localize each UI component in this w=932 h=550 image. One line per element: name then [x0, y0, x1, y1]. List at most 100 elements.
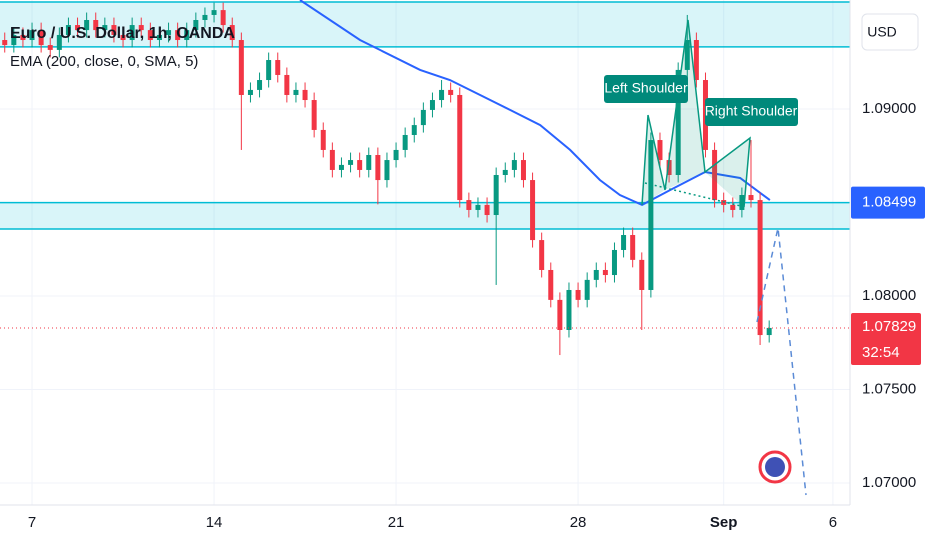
candle-body	[502, 169, 508, 176]
candle-body	[539, 240, 545, 270]
candle-body	[38, 30, 44, 46]
candle-body	[393, 149, 399, 161]
y-tick-label: 1.07500	[862, 380, 916, 397]
candle-body	[229, 25, 235, 41]
candle-body	[566, 289, 572, 330]
pattern-outline	[641, 19, 751, 208]
x-tick-label: 21	[388, 514, 405, 531]
candle-body	[266, 60, 272, 81]
candle-body	[257, 80, 263, 90]
candle-body	[666, 160, 672, 176]
candle-body	[420, 109, 426, 126]
candle-body	[238, 40, 244, 95]
currency: USD	[867, 24, 897, 40]
candle-body	[293, 89, 299, 95]
candle-body	[220, 10, 226, 26]
ema-layer	[299, 0, 771, 207]
candle-body	[621, 235, 627, 250]
chart-title: Euro / U.S. Dollar, 1h, OANDA	[10, 25, 235, 42]
candle-body	[757, 200, 763, 336]
candle-body	[530, 180, 536, 241]
candle-body	[584, 279, 590, 300]
candle-body	[65, 25, 71, 35]
candle-body	[766, 327, 772, 336]
candle-body	[448, 89, 454, 95]
candle-body	[47, 45, 53, 50]
candle-body	[611, 249, 617, 276]
last-price-tag	[851, 312, 921, 365]
indicator-label: EMA (200, close, 0, SMA, 5)	[10, 53, 198, 70]
candle-body	[147, 30, 153, 41]
candle-body	[675, 69, 681, 176]
candle-body	[20, 34, 26, 41]
candle-body	[439, 89, 445, 101]
candles	[2, 2, 772, 356]
candle-body	[712, 149, 718, 201]
candle-body	[56, 34, 62, 50]
y-tick-label: 1.08000	[862, 287, 916, 304]
candle-body	[511, 160, 517, 170]
candle-body	[338, 164, 344, 170]
zone-price-tag	[851, 186, 925, 219]
event-flag	[765, 457, 785, 477]
y-tick-label: 1.09000	[862, 100, 916, 117]
candle-body	[247, 89, 253, 95]
candle-body	[211, 10, 217, 15]
candle-body	[357, 160, 363, 170]
candle-body	[302, 89, 308, 101]
candle-body	[630, 235, 636, 260]
candle-body	[329, 149, 335, 170]
candle-body	[193, 20, 199, 31]
candle-body	[11, 34, 17, 46]
candle-body	[184, 30, 190, 41]
price-labels: 1.09000 1.08000 1.07500 1.07000 1.07829 32:54…	[0, 100, 925, 491]
zone	[0, 202, 850, 230]
candle-body	[429, 100, 435, 110]
candle-body	[748, 195, 754, 201]
candle-body	[520, 160, 526, 181]
x-tick-label: 28	[570, 514, 587, 531]
candle-body	[120, 34, 126, 41]
x-tick-label: 7	[28, 514, 36, 531]
candle-body	[202, 14, 208, 21]
neckline	[644, 182, 746, 208]
candle-body	[93, 20, 99, 31]
candle-body	[548, 269, 554, 300]
grid	[0, 0, 850, 505]
candle-body	[75, 25, 81, 31]
candle-body	[593, 269, 599, 280]
label-box	[705, 98, 798, 126]
currency-box[interactable]	[861, 13, 919, 51]
candle-body	[684, 40, 690, 70]
projection	[756, 227, 807, 496]
candle-body	[475, 204, 481, 210]
candle-body	[166, 30, 172, 35]
candle-body	[384, 160, 390, 181]
zone-price-label: 1.08499	[862, 194, 916, 211]
candle-body	[648, 140, 654, 290]
candle-body	[484, 204, 490, 216]
candle-body	[84, 20, 90, 31]
candle-body	[375, 154, 381, 181]
annotation: Left Shoulder	[604, 80, 688, 96]
candle-body	[366, 154, 372, 170]
candle-body	[657, 140, 663, 161]
annotation: Right Shoulder	[705, 103, 798, 119]
candle-body	[575, 289, 581, 300]
candle-body	[693, 40, 699, 81]
candle-body	[129, 25, 135, 41]
candle-body	[320, 129, 326, 150]
pattern-fill	[642, 20, 750, 207]
candle-body	[348, 160, 354, 165]
x-tick-label: 14	[206, 514, 223, 531]
x-tick-label: 6	[829, 514, 837, 531]
candle-body	[457, 94, 463, 201]
candle-body	[284, 74, 290, 95]
last-price-label: 1.07829	[862, 318, 916, 335]
candle-body	[175, 30, 181, 41]
label-box	[604, 75, 688, 103]
candle-body	[29, 30, 35, 41]
candle-body	[466, 200, 472, 210]
candle-body	[730, 204, 736, 210]
